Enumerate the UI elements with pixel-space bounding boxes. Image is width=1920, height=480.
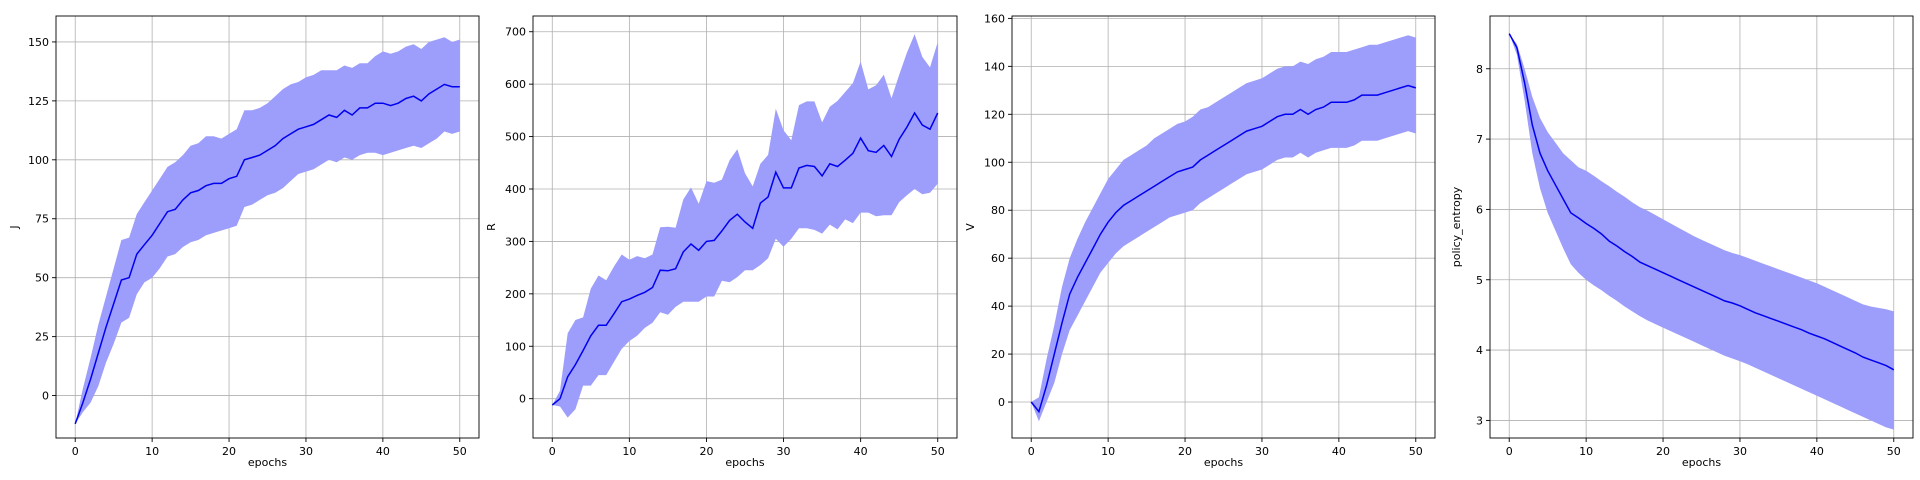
x-tick-label: 50	[1887, 445, 1901, 458]
y-tick-label: 140	[984, 60, 1005, 73]
y-tick-label: 500	[505, 131, 526, 144]
x-tick-label: 40	[1332, 445, 1346, 458]
confidence-band	[75, 37, 460, 424]
x-tick-label: 20	[699, 445, 713, 458]
x-tick-label: 40	[854, 445, 868, 458]
y-tick-label: 200	[505, 288, 526, 301]
x-tick-label: 40	[376, 445, 390, 458]
x-tick-label: 40	[1810, 445, 1824, 458]
mean-line	[1508, 33, 1895, 371]
y-tick-label: 0	[998, 396, 1005, 409]
x-tick-label: 10	[1101, 445, 1115, 458]
x-tick-label: 50	[1409, 445, 1423, 458]
y-tick-label: 4	[1476, 344, 1483, 357]
y-tick-label: 120	[984, 108, 1005, 121]
axes-frame	[55, 15, 480, 439]
x-tick-label: 50	[931, 445, 945, 458]
y-tick-label: 25	[35, 331, 49, 344]
y-tick-label: 60	[991, 252, 1005, 265]
x-tick-label: 20	[1178, 445, 1192, 458]
y-tick-label: 100	[984, 156, 1005, 169]
confidence-band	[552, 34, 938, 418]
x-tick-label: 20	[1656, 445, 1670, 458]
axes-frame	[532, 15, 958, 439]
confidence-band	[1031, 35, 1416, 422]
x-tick-label: 10	[145, 445, 159, 458]
y-tick-label: 0	[519, 393, 526, 406]
y-tick-label: 150	[28, 36, 49, 49]
y-tick-label: 3	[1476, 414, 1483, 427]
mean-line	[74, 83, 460, 425]
chart-panel-1: 0 10 20 30 40 50 0 25 50 75 100 125 150 epochs J	[8, 15, 480, 469]
y-tick-label: 20	[991, 348, 1005, 361]
x-tick-label: 0	[549, 445, 556, 458]
y-tick-label: 600	[505, 78, 526, 91]
axes-frame	[1011, 15, 1436, 439]
x-tick-label: 0	[72, 445, 79, 458]
y-tick-label: 700	[505, 26, 526, 39]
x-tick-label: 30	[1255, 445, 1269, 458]
confidence-band	[1509, 33, 1894, 430]
y-tick-label: 50	[35, 272, 49, 285]
y-tick-label: 8	[1476, 63, 1483, 76]
y-axis-label: V	[964, 223, 977, 231]
y-tick-label: 7	[1476, 133, 1483, 146]
y-tick-label: 80	[991, 204, 1005, 217]
y-tick-label: 6	[1476, 203, 1483, 216]
x-tick-label: 10	[1579, 445, 1593, 458]
x-axis-label: epochs	[1682, 456, 1721, 469]
x-tick-label: 0	[1506, 445, 1513, 458]
y-tick-label: 125	[28, 95, 49, 108]
y-axis-label: policy_entropy	[1450, 186, 1463, 267]
x-tick-label: 30	[299, 445, 313, 458]
chart-panel-3: 0 10 20 30 40 50 0 20 40 60 80 100 120 140 160 epochs V	[964, 12, 1436, 469]
y-tick-label: 160	[984, 12, 1005, 25]
y-tick-label: 0	[42, 390, 49, 403]
x-tick-label: 10	[622, 445, 636, 458]
axes-frame	[1489, 15, 1914, 439]
y-axis-label: R	[485, 223, 498, 231]
x-tick-label: 30	[777, 445, 791, 458]
x-axis-label: epochs	[1204, 456, 1243, 469]
chart-panel-4: 0 10 20 30 40 50 3 4 5 6 7 8 epochs policy_entropy	[1450, 15, 1914, 469]
x-tick-label: 50	[453, 445, 467, 458]
y-tick-label: 40	[991, 300, 1005, 313]
y-tick-label: 5	[1476, 274, 1483, 287]
x-axis-label: epochs	[725, 456, 764, 469]
x-tick-label: 20	[222, 445, 236, 458]
y-axis-label: J	[8, 225, 21, 229]
x-axis-label: epochs	[248, 456, 287, 469]
y-tick-label: 75	[35, 213, 49, 226]
y-tick-label: 400	[505, 183, 526, 196]
y-tick-label: 100	[505, 340, 526, 353]
x-tick-label: 0	[1028, 445, 1035, 458]
mean-line	[1030, 84, 1417, 414]
y-tick-label: 100	[28, 154, 49, 167]
y-tick-label: 300	[505, 235, 526, 248]
mean-line	[551, 111, 939, 406]
x-tick-label: 30	[1733, 445, 1747, 458]
